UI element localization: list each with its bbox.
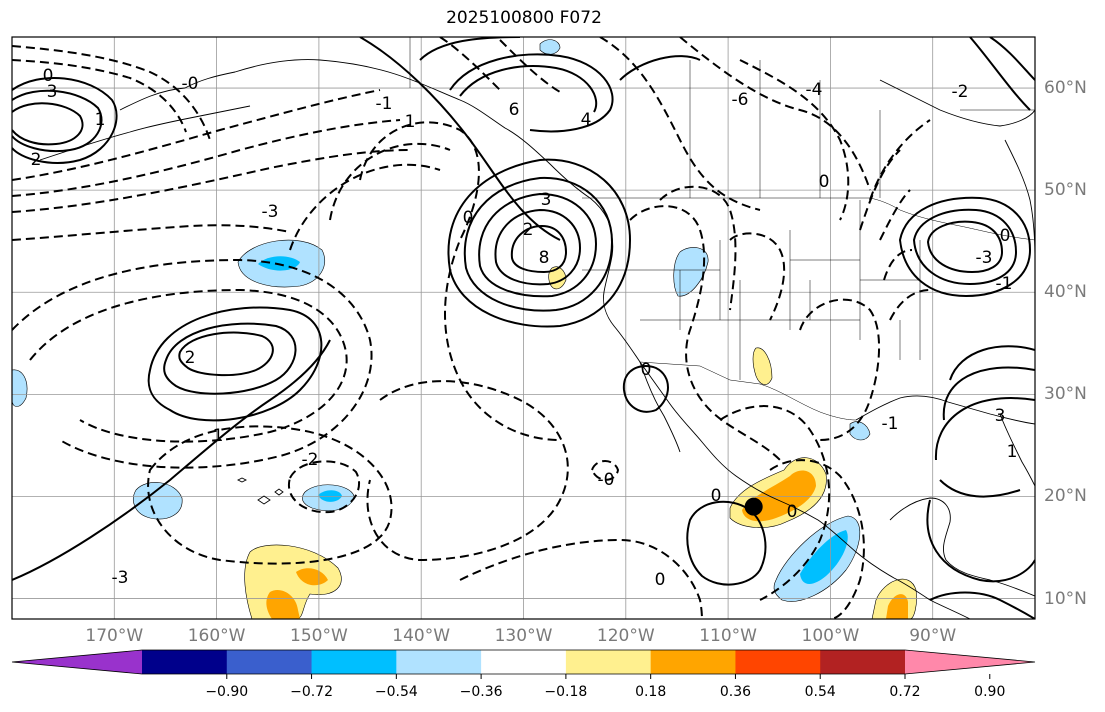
contour-label: 0: [787, 502, 798, 522]
contour-label: -4: [806, 80, 823, 100]
colorbar-segment: [396, 650, 482, 674]
colorbar-tick-label: −0.18: [544, 684, 588, 700]
latitude-label: 40°N: [1044, 282, 1087, 303]
colorbar-tick-label: −0.72: [290, 684, 333, 700]
border-us-mexico: [639, 361, 857, 421]
colorbar-tick-label: 0.18: [635, 684, 667, 700]
contours-positive: [12, 37, 1035, 619]
colorbar-tick-label: −0.90: [205, 684, 249, 700]
contour-label: 8: [539, 248, 550, 268]
contour-label: 1: [213, 426, 224, 446]
colorbar-extend-min: [12, 650, 142, 674]
contour-label: 6: [509, 100, 520, 120]
contour-label: -1: [882, 414, 899, 434]
contour-label: 0: [655, 570, 666, 590]
shading-blue-nevada: [673, 247, 709, 297]
latitude-label: 30°N: [1044, 384, 1087, 405]
latitude-label: 20°N: [1044, 486, 1087, 507]
contour-label: 3: [541, 190, 552, 210]
contour-label: -2: [952, 82, 969, 102]
coast-florida: [999, 413, 1035, 487]
shading-blue-north: [539, 39, 561, 55]
colorbar-segment: [735, 650, 821, 674]
colorbar-tick-label: −0.36: [459, 684, 503, 700]
colorbar-tick-label: 0.90: [974, 684, 1006, 700]
contour-label: 1: [95, 110, 106, 130]
colorbar-segment: [481, 650, 567, 674]
contour-label: -3: [976, 248, 993, 268]
latitude-label: 10°N: [1044, 588, 1087, 609]
longitude-label: 110°W: [699, 626, 757, 646]
contour-label: 3: [47, 82, 58, 102]
contour-label: -2: [302, 450, 319, 470]
shading-yellow-arizona: [752, 347, 773, 385]
colorbar-segment: [565, 650, 652, 674]
contour-label: -0: [182, 74, 199, 94]
contour-label: 3: [995, 406, 1006, 426]
contour-label: 1: [1007, 442, 1018, 462]
latitude-label: 50°N: [1044, 180, 1087, 201]
longitude-label: 90°W: [909, 626, 957, 646]
colorbar-tick-label: −0.54: [374, 684, 418, 700]
coast-baja: [639, 361, 681, 453]
contour-label: 2: [31, 150, 42, 170]
colorbar-segment: [820, 650, 906, 674]
contour-label: -1: [996, 274, 1013, 294]
longitude-label: 100°W: [801, 626, 860, 646]
contour-label: -3: [262, 202, 279, 222]
colorbar: [11, 649, 1036, 679]
map-title: 2025100800 F072: [446, 8, 602, 28]
colorbar-segment: [226, 650, 313, 674]
contour-label: 0: [43, 66, 54, 86]
contour-label: -3: [112, 568, 129, 588]
coast-hudson: [879, 79, 1035, 127]
colorbar-tick-label: 0.36: [719, 684, 752, 700]
longitude-label: 170°W: [85, 626, 144, 646]
graticule: [12, 37, 1035, 619]
contour-label: 0: [641, 360, 652, 380]
contour-label: 1: [405, 112, 416, 132]
contour-label: 0: [711, 486, 722, 506]
us-state-lines: [582, 200, 921, 380]
contour-label: -6: [732, 90, 749, 110]
latitude-label: 60°N: [1044, 78, 1087, 99]
contour-label: 0: [1000, 226, 1011, 246]
coast-gulf: [855, 395, 1035, 425]
colorbar-tick-label: 0.72: [889, 684, 921, 700]
longitude-label: 130°W: [494, 626, 553, 646]
contours-negative: [12, 37, 931, 619]
longitude-label: 140°W: [392, 626, 451, 646]
map-frame: [11, 36, 1036, 620]
longitude-label: 160°W: [187, 626, 246, 646]
colorbar-extend-max: [905, 650, 1035, 674]
contour-label: 2: [185, 348, 196, 368]
colorbar-outline: [11, 649, 1036, 675]
contour-label: 2: [523, 220, 534, 240]
canada-province-lines: [689, 60, 1035, 198]
location-marker: [744, 497, 763, 516]
coast-west-us: [603, 219, 971, 619]
contour-label: -1: [376, 94, 393, 114]
coast-alaska: [119, 59, 609, 221]
coast-hawaii: [236, 477, 284, 505]
colorbar-tick-label: 0.54: [804, 684, 836, 700]
shading-blue-west: [12, 369, 28, 407]
contour-label: 0: [819, 172, 830, 192]
contour-label: 0: [463, 208, 474, 228]
colorbar-segment: [650, 650, 736, 674]
colorbar-segment: [142, 650, 228, 674]
colorbar-segment: [311, 650, 397, 674]
longitude-label: 150°W: [290, 626, 348, 646]
longitude-label: 120°W: [596, 626, 655, 646]
contour-label: -0: [598, 470, 615, 490]
contour-label: 4: [581, 110, 592, 130]
